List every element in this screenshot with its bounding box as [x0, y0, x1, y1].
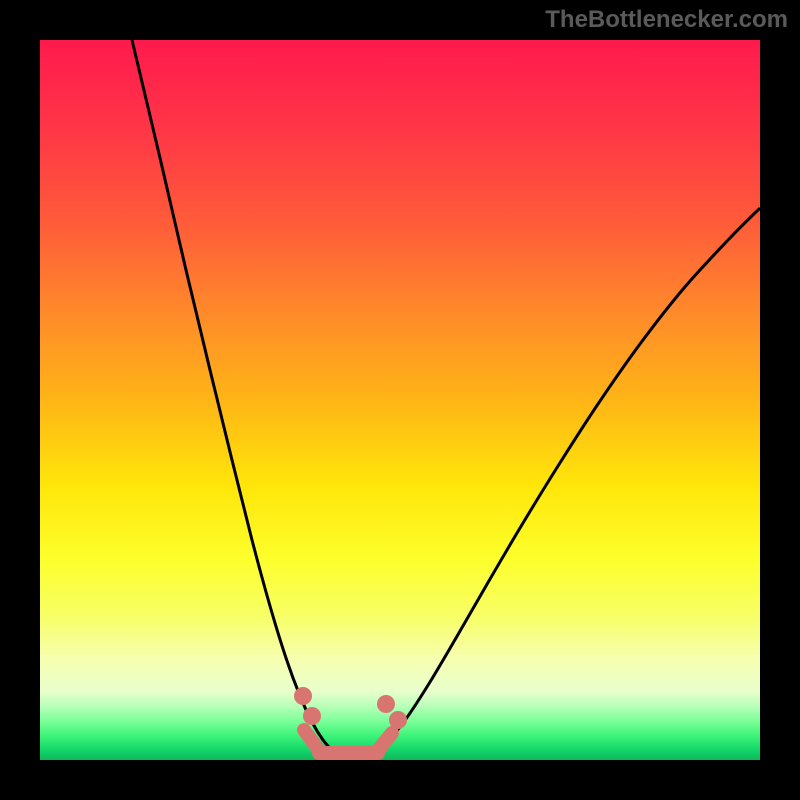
gradient-background — [40, 40, 760, 760]
bottleneck-chart — [0, 0, 800, 800]
watermark-text: TheBottlenecker.com — [545, 6, 788, 34]
chart-container: TheBottlenecker.com — [0, 0, 800, 800]
